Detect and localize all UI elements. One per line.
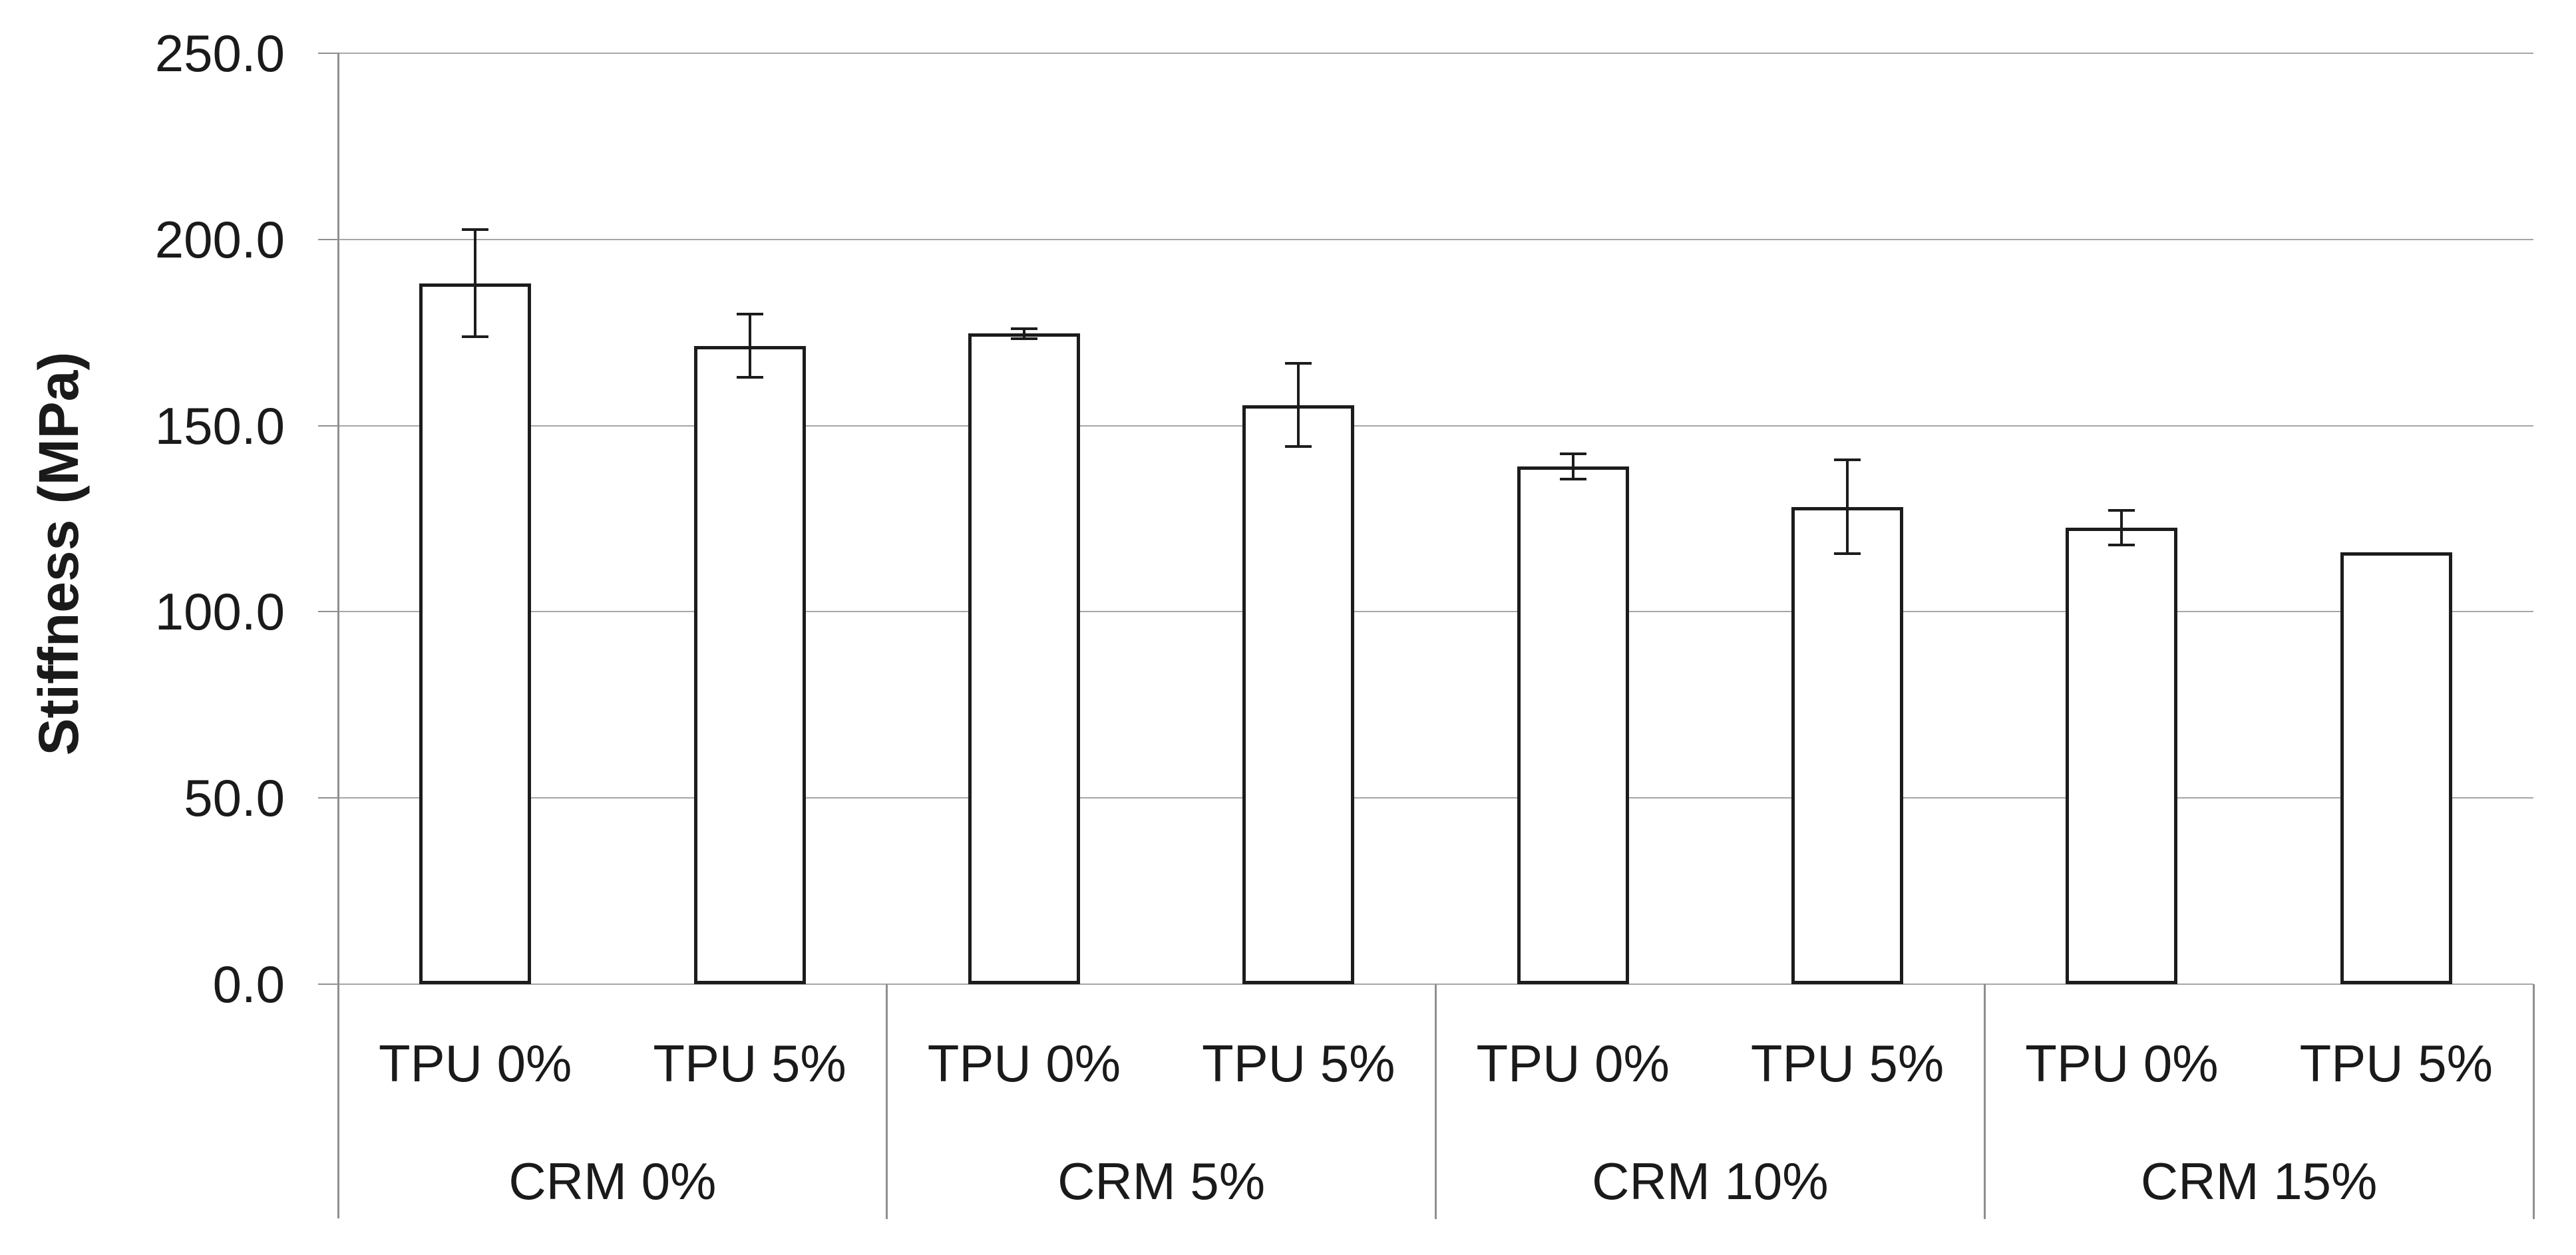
error-bar-bottom-cap-crm3-tpu0 (2108, 544, 2135, 547)
error-bar-line-crm1-tpu1 (1297, 363, 1300, 447)
x-label-crm0-tpu1: TPU 5% (653, 1034, 846, 1093)
y-tick-mark-50 (318, 797, 338, 799)
y-tick-label-100: 100.0 (154, 582, 285, 641)
x-label-crm3-tpu0: TPU 0% (2025, 1034, 2219, 1093)
error-bar-line-crm2-tpu1 (1846, 460, 1849, 554)
x-label-crm1-tpu1: TPU 5% (1202, 1034, 1395, 1093)
error-bar-bottom-cap-crm1-tpu0 (1010, 337, 1037, 341)
y-tick-label-150: 150.0 (154, 396, 285, 455)
y-tick-mark-150 (318, 425, 338, 427)
x-label-crm2-tpu1: TPU 5% (1750, 1034, 1944, 1093)
error-bar-top-cap-crm2-tpu1 (1834, 458, 1861, 462)
y-tick-mark-100 (318, 611, 338, 613)
group-divider-1 (1435, 984, 1437, 1219)
error-bar-top-cap-crm1-tpu1 (1285, 362, 1312, 365)
x-label-crm1-tpu0: TPU 0% (927, 1034, 1121, 1093)
x-label-crm0-tpu0: TPU 0% (378, 1034, 572, 1093)
group-label-crm2: CRM 10% (1592, 1152, 1829, 1210)
error-bar-bottom-cap-crm0-tpu1 (736, 376, 763, 379)
bar-crm1-tpu1 (1242, 405, 1355, 984)
error-bar-top-cap-crm0-tpu1 (736, 313, 763, 316)
error-bar-line-crm0-tpu0 (474, 230, 477, 337)
bar-crm2-tpu1 (1791, 506, 1904, 984)
x-label-crm3-tpu1: TPU 5% (2299, 1034, 2493, 1093)
bar-crm1-tpu0 (968, 333, 1080, 984)
group-divider-2 (1983, 984, 1986, 1219)
error-bar-top-cap-crm0-tpu0 (462, 228, 489, 232)
y-tick-label-50: 50.0 (184, 769, 285, 828)
y-tick-label-0: 0.0 (212, 955, 285, 1013)
y-axis-title: Stiffness (MPa) (27, 351, 90, 756)
error-bar-line-crm1-tpu0 (1022, 328, 1025, 339)
error-bar-top-cap-crm3-tpu0 (2108, 508, 2135, 512)
error-bar-line-crm0-tpu1 (748, 314, 751, 378)
error-bar-top-cap-crm2-tpu0 (1559, 452, 1586, 455)
group-label-crm0: CRM 0% (508, 1152, 717, 1210)
gridline-250 (338, 53, 2533, 54)
error-bar-line-crm3-tpu0 (2120, 510, 2123, 546)
group-divider-0 (886, 984, 888, 1219)
group-label-crm3: CRM 15% (2140, 1152, 2378, 1210)
error-bar-bottom-cap-crm2-tpu0 (1559, 477, 1586, 480)
error-bar-bottom-cap-crm0-tpu0 (462, 335, 489, 339)
group-divider-3 (2532, 984, 2535, 1219)
bar-crm2-tpu0 (1517, 466, 1629, 984)
gridline-100 (338, 611, 2533, 613)
group-label-crm1: CRM 5% (1057, 1152, 1266, 1210)
error-bar-line-crm2-tpu0 (1571, 453, 1574, 479)
error-bar-bottom-cap-crm1-tpu1 (1285, 445, 1312, 448)
y-tick-mark-200 (318, 238, 338, 240)
bar-crm3-tpu1 (2340, 552, 2452, 984)
error-bar-bottom-cap-crm2-tpu1 (1834, 552, 1861, 556)
error-bar-top-cap-crm1-tpu0 (1010, 327, 1037, 330)
gridline-50 (338, 797, 2533, 799)
bar-crm3-tpu0 (2066, 527, 2178, 984)
bar-crm0-tpu1 (693, 345, 806, 984)
x-label-crm2-tpu0: TPU 0% (1476, 1034, 1670, 1093)
y-tick-label-200: 200.0 (154, 210, 285, 269)
y-tick-label-250: 250.0 (154, 24, 285, 83)
bar-crm0-tpu0 (419, 283, 532, 984)
gridline-200 (338, 238, 2533, 240)
y-tick-mark-0 (318, 984, 338, 985)
gridline-150 (338, 425, 2533, 427)
y-axis-line (337, 53, 339, 1218)
y-tick-mark-250 (318, 53, 338, 54)
